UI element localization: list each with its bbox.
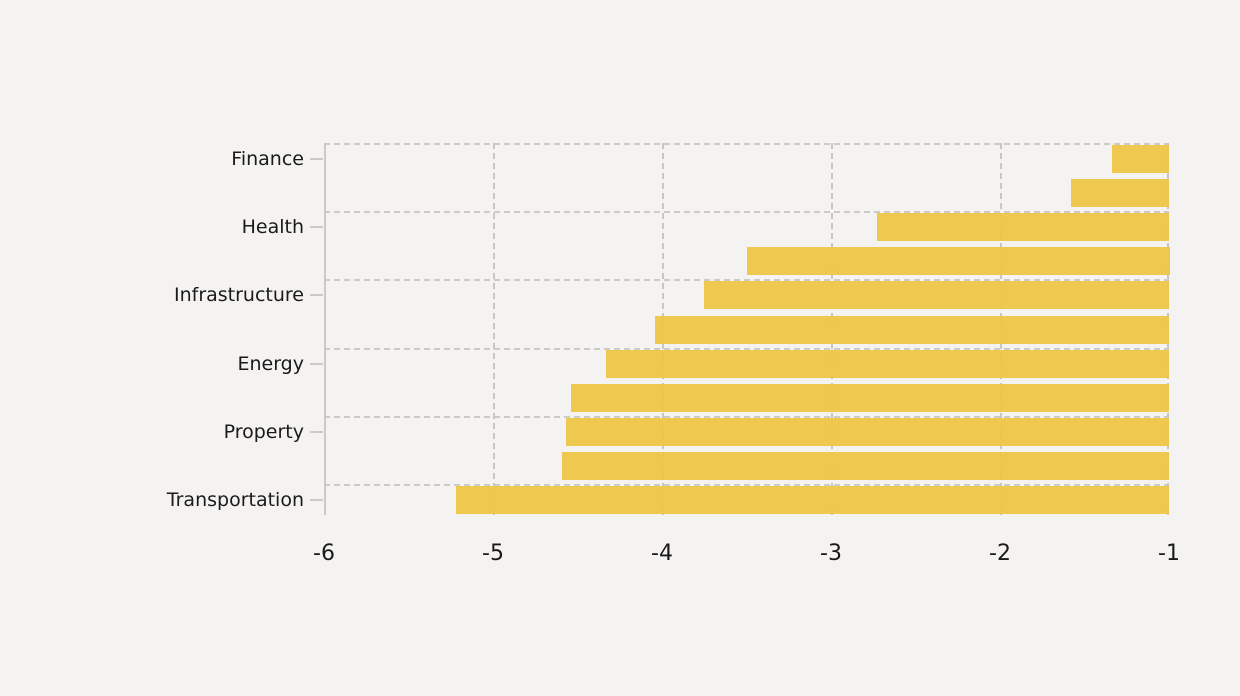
horizontal-gridline bbox=[324, 143, 1169, 145]
y-axis-label: Infrastructure bbox=[173, 284, 304, 306]
horizontal-gridline bbox=[324, 279, 1169, 281]
vertical-gridline bbox=[493, 143, 495, 515]
bar bbox=[456, 486, 1169, 514]
x-axis-label: -4 bbox=[651, 541, 673, 566]
y-tick bbox=[310, 158, 323, 160]
y-axis-label: Health bbox=[241, 216, 304, 238]
x-axis-label: -3 bbox=[820, 541, 842, 566]
bar bbox=[655, 316, 1169, 344]
horizontal-gridline bbox=[324, 484, 1169, 486]
bar bbox=[747, 247, 1170, 275]
bar bbox=[704, 281, 1169, 309]
y-tick bbox=[310, 431, 323, 433]
horizontal-gridline bbox=[324, 348, 1169, 350]
x-axis-label: -1 bbox=[1158, 541, 1180, 566]
y-axis-label: Energy bbox=[237, 353, 304, 375]
y-tick bbox=[310, 499, 323, 501]
y-tick bbox=[310, 294, 323, 296]
bar bbox=[566, 418, 1169, 446]
y-axis-label: Finance bbox=[231, 148, 304, 170]
x-axis-label: -5 bbox=[482, 541, 504, 566]
bar bbox=[1112, 145, 1169, 173]
y-axis-label: Property bbox=[223, 421, 304, 443]
horizontal-gridline bbox=[324, 416, 1169, 418]
y-axis-label: Transportation bbox=[166, 489, 304, 511]
y-tick bbox=[310, 226, 323, 228]
x-axis-label: -6 bbox=[313, 541, 335, 566]
bar bbox=[571, 384, 1169, 412]
bar bbox=[606, 350, 1169, 378]
y-tick bbox=[310, 363, 323, 365]
x-axis-label: -2 bbox=[989, 541, 1011, 566]
bar bbox=[562, 452, 1169, 480]
bar bbox=[1071, 179, 1169, 207]
y-axis-line bbox=[324, 143, 326, 515]
horizontal-gridline bbox=[324, 211, 1169, 213]
plot-area: -6 -5 -4 -3 -2 -1 bbox=[310, 142, 1180, 566]
bar bbox=[877, 213, 1169, 241]
